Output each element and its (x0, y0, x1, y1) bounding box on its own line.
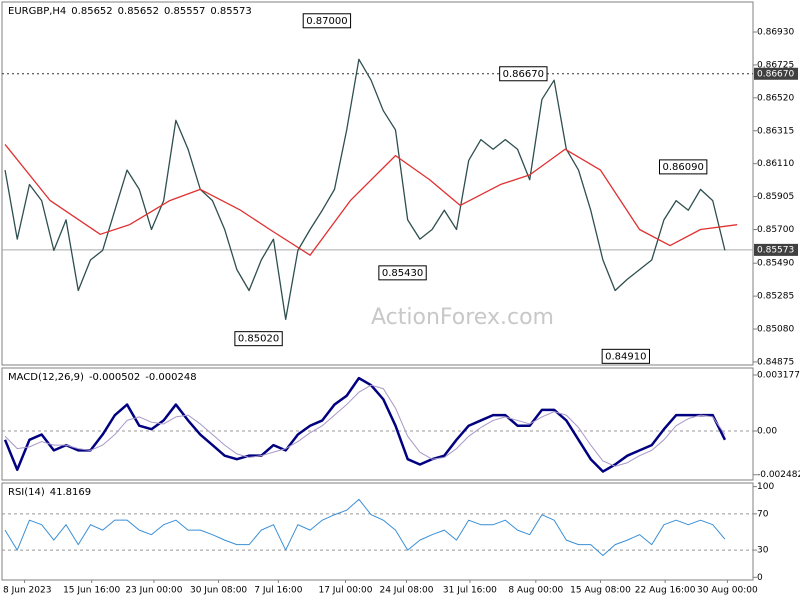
y-tick-label: 0.86725 (757, 60, 794, 70)
price-annotation: 0.86090 (662, 162, 703, 173)
series-line (4, 143, 738, 256)
y-tick-label: 0.85905 (757, 192, 794, 202)
y-tick-label: 70 (757, 509, 769, 519)
y-tick-label: 0.85490 (757, 259, 794, 269)
x-tick-label: 30 Aug 00:00 (697, 586, 758, 596)
y-tick-label: 100 (757, 482, 774, 492)
header-value: -0.000502 (89, 372, 140, 383)
price-level-label: 0.86670 (757, 69, 794, 79)
x-tick-label: 15 Jun 16:00 (63, 586, 120, 596)
price-level-label: 0.85573 (757, 245, 794, 255)
header-value: 0.85573 (210, 6, 251, 17)
y-tick-label: 0.84875 (757, 357, 794, 367)
y-tick-label: 0.86315 (757, 126, 794, 136)
price-annotation: 0.85430 (382, 268, 423, 279)
x-tick-label: 30 Jun 08:00 (190, 586, 247, 596)
indicator-title: RSI(14) (8, 487, 45, 498)
price-annotation-box (499, 66, 548, 82)
panel-frame (1, 482, 754, 581)
price-level-box (754, 67, 798, 80)
y-tick-label: 0 (757, 573, 763, 583)
x-tick-label: 8 Jun 2023 (3, 586, 51, 596)
y-tick-label: 0.86520 (757, 93, 794, 103)
x-tick-label: 17 Jul 00:00 (318, 586, 372, 596)
series-line (4, 498, 726, 557)
y-tick-label: 0.86930 (757, 28, 794, 38)
header-value: 41.8169 (50, 487, 91, 498)
y-tick-label: 0.85700 (757, 225, 794, 235)
watermark: ActionForex.com (371, 305, 554, 330)
price-annotation: 0.87000 (306, 16, 347, 27)
y-tick-label: 0.003177 (757, 370, 800, 380)
price-annotation-box (601, 348, 651, 364)
price-annotation: 0.84910 (605, 351, 646, 362)
x-tick-label: 31 Jul 16:00 (443, 586, 497, 596)
price-annotation: 0.86670 (503, 69, 544, 80)
x-tick-label: 15 Aug 08:00 (570, 586, 631, 596)
x-tick-label: 7 Jul 16:00 (254, 586, 303, 596)
y-tick-label: 0.00 (757, 426, 777, 436)
y-tick-label: -0.002482 (757, 470, 800, 480)
price-annotation-box (302, 13, 352, 29)
x-tick-label: 24 Jul 08:00 (379, 586, 433, 596)
header-value: 0.85652 (71, 6, 112, 17)
series-line (4, 384, 726, 467)
header-value: -0.000248 (145, 372, 196, 383)
series-line (3, 376, 727, 473)
price-annotation-box (378, 265, 427, 281)
panel-frame (1, 367, 754, 481)
y-tick-label: 0.86110 (757, 159, 794, 169)
price-annotation: 0.85020 (238, 334, 279, 345)
x-tick-label: 23 Jun 00:00 (125, 586, 182, 596)
indicator-title: MACD(12,26,9) (8, 372, 84, 383)
panel-frame (1, 1, 754, 366)
price-level-box (754, 243, 798, 256)
x-tick-label: 8 Aug 00:00 (508, 586, 563, 596)
indicator-title: EURGBP,H4 (8, 6, 66, 17)
series-line (4, 58, 726, 321)
price-annotation-box (234, 331, 283, 347)
y-tick-label: 0.85080 (757, 325, 794, 335)
header-value: 0.85652 (118, 6, 159, 17)
x-tick-label: 22 Aug 16:00 (635, 586, 696, 596)
y-tick-label: 0.85285 (757, 292, 794, 302)
price-annotation-box (658, 159, 708, 175)
header-value: 0.85557 (164, 6, 205, 17)
y-tick-label: 30 (757, 546, 769, 556)
